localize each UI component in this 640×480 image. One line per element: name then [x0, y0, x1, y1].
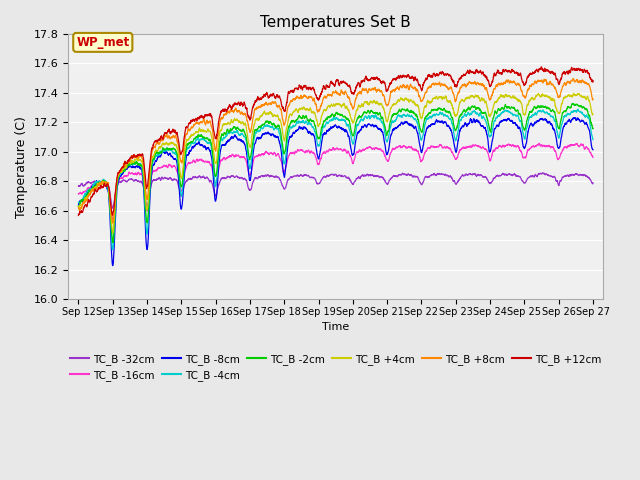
TC_B -32cm	[294, 173, 302, 179]
Legend: TC_B -32cm, TC_B -16cm, TC_B -8cm, TC_B -4cm, TC_B -2cm, TC_B +4cm, TC_B +8cm, T: TC_B -32cm, TC_B -16cm, TC_B -8cm, TC_B …	[66, 349, 605, 385]
Line: TC_B +12cm: TC_B +12cm	[79, 67, 593, 216]
Title: Temperatures Set B: Temperatures Set B	[260, 15, 411, 30]
TC_B -32cm	[589, 180, 597, 186]
TC_B -32cm	[75, 183, 83, 189]
TC_B -32cm	[134, 179, 141, 184]
TC_B -16cm	[579, 142, 587, 148]
Line: TC_B -4cm: TC_B -4cm	[79, 109, 593, 250]
TC_B -2cm	[109, 240, 116, 245]
TC_B -4cm	[109, 247, 116, 252]
TC_B -4cm	[164, 147, 172, 153]
X-axis label: Time: Time	[322, 323, 349, 332]
TC_B -8cm	[579, 118, 587, 124]
TC_B +12cm	[524, 74, 531, 80]
TC_B -4cm	[579, 112, 587, 118]
TC_B +12cm	[589, 78, 597, 84]
TC_B +12cm	[538, 64, 545, 70]
TC_B +4cm	[164, 141, 172, 147]
TC_B +4cm	[109, 230, 116, 236]
TC_B -32cm	[524, 176, 531, 181]
TC_B +12cm	[272, 95, 280, 101]
Line: TC_B +4cm: TC_B +4cm	[79, 94, 593, 233]
TC_B -8cm	[294, 127, 302, 132]
TC_B +8cm	[164, 135, 172, 141]
TC_B -16cm	[75, 191, 83, 197]
TC_B +8cm	[134, 155, 141, 160]
TC_B +4cm	[579, 94, 587, 99]
Line: TC_B -2cm: TC_B -2cm	[79, 103, 593, 242]
TC_B +4cm	[272, 113, 280, 119]
Line: TC_B -8cm: TC_B -8cm	[79, 118, 593, 265]
TC_B +12cm	[164, 130, 172, 135]
TC_B +8cm	[524, 86, 531, 92]
TC_B +4cm	[524, 102, 531, 108]
TC_B -8cm	[109, 263, 116, 268]
TC_B -16cm	[294, 148, 302, 154]
TC_B -16cm	[524, 147, 531, 153]
TC_B -8cm	[75, 202, 83, 208]
TC_B -32cm	[539, 170, 547, 176]
TC_B -8cm	[164, 151, 172, 157]
TC_B -8cm	[524, 131, 531, 137]
Line: TC_B -32cm: TC_B -32cm	[79, 173, 593, 208]
TC_B -4cm	[134, 160, 141, 166]
TC_B +4cm	[589, 111, 597, 117]
TC_B +8cm	[579, 78, 587, 84]
TC_B -16cm	[109, 216, 116, 222]
TC_B -2cm	[524, 115, 531, 121]
TC_B +4cm	[570, 91, 577, 96]
TC_B -8cm	[589, 147, 597, 153]
TC_B -32cm	[109, 205, 116, 211]
TC_B -16cm	[589, 155, 597, 160]
TC_B -2cm	[579, 104, 587, 109]
TC_B -8cm	[134, 163, 141, 169]
TC_B +4cm	[75, 204, 83, 209]
TC_B +12cm	[75, 213, 83, 218]
TC_B -16cm	[134, 171, 141, 177]
TC_B -32cm	[164, 176, 172, 182]
TC_B +8cm	[570, 76, 577, 82]
Y-axis label: Temperature (C): Temperature (C)	[15, 116, 28, 217]
TC_B +8cm	[589, 96, 597, 102]
TC_B -2cm	[272, 124, 280, 130]
TC_B -8cm	[571, 115, 579, 120]
TC_B -2cm	[568, 100, 576, 106]
TC_B -2cm	[589, 125, 597, 131]
TC_B +8cm	[75, 205, 83, 211]
TC_B -4cm	[272, 125, 280, 131]
TC_B +8cm	[294, 95, 302, 100]
TC_B +12cm	[133, 154, 141, 159]
Line: TC_B +8cm: TC_B +8cm	[79, 79, 593, 223]
TC_B +12cm	[579, 69, 587, 75]
TC_B -32cm	[272, 173, 280, 179]
TC_B +8cm	[109, 220, 116, 226]
Text: WP_met: WP_met	[76, 36, 129, 49]
TC_B -32cm	[579, 172, 587, 178]
TC_B +4cm	[134, 156, 141, 162]
TC_B +8cm	[272, 101, 280, 107]
Line: TC_B -16cm: TC_B -16cm	[79, 143, 593, 219]
TC_B -16cm	[272, 153, 280, 159]
TC_B -8cm	[272, 134, 280, 140]
TC_B -16cm	[535, 140, 543, 146]
TC_B -4cm	[75, 199, 83, 205]
TC_B -2cm	[294, 115, 302, 120]
TC_B -2cm	[134, 160, 141, 166]
TC_B -4cm	[574, 106, 582, 112]
TC_B -4cm	[589, 137, 597, 143]
TC_B -2cm	[75, 204, 83, 209]
TC_B -4cm	[294, 120, 302, 126]
TC_B -16cm	[164, 165, 172, 170]
TC_B -2cm	[164, 147, 172, 153]
TC_B +4cm	[294, 108, 302, 114]
TC_B +12cm	[294, 85, 302, 91]
TC_B -4cm	[524, 121, 531, 127]
